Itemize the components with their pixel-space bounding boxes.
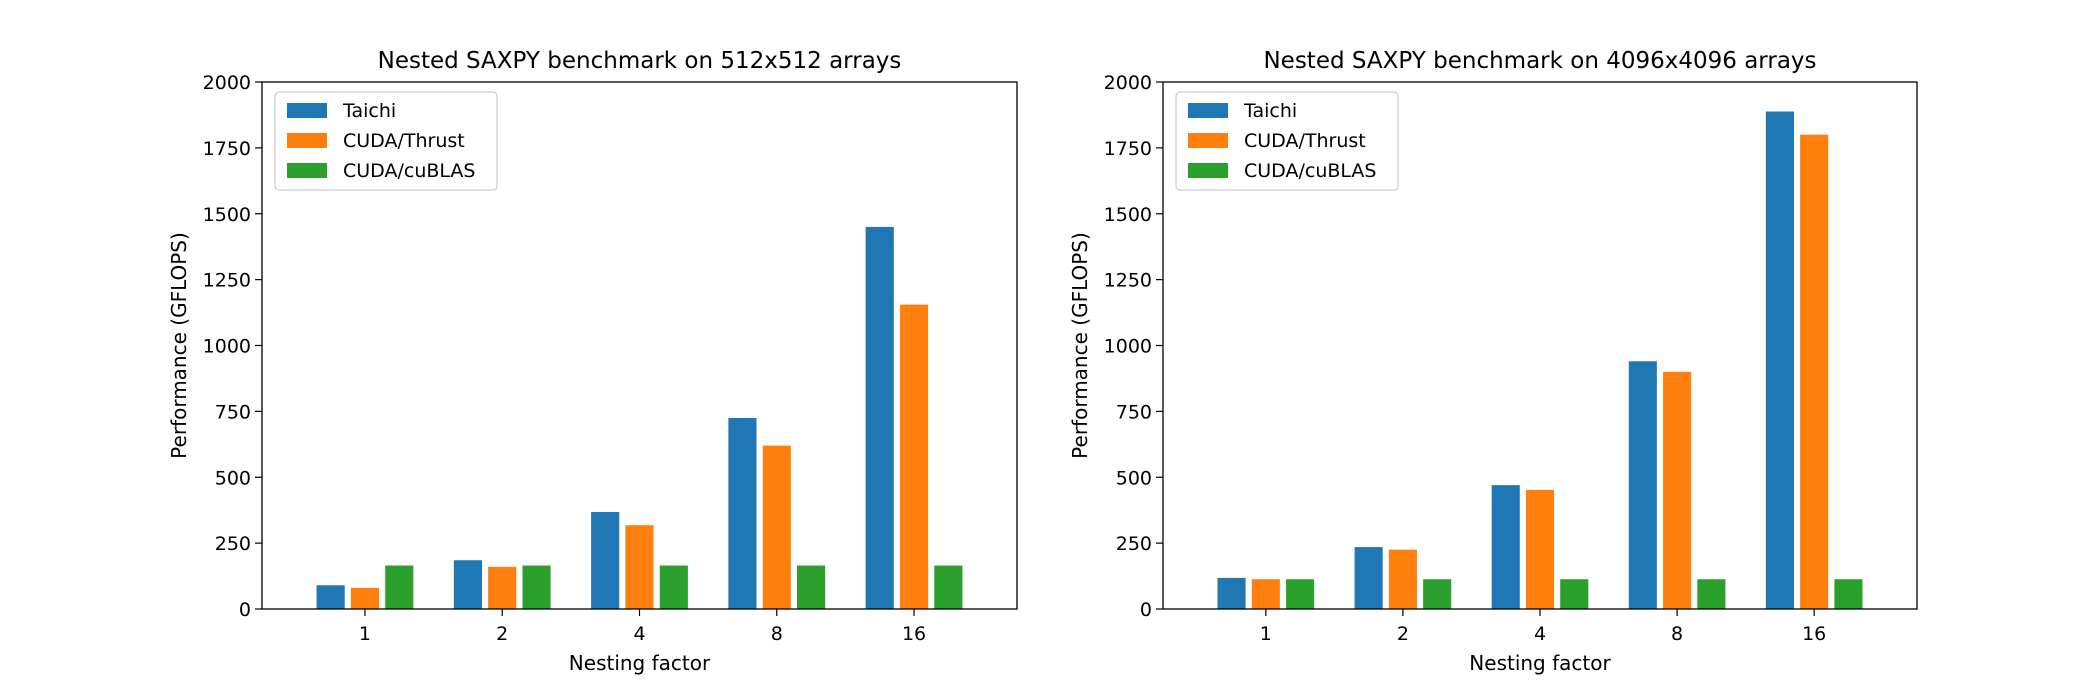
bar (1834, 579, 1863, 609)
bar (1765, 111, 1794, 609)
legend-swatch (287, 133, 327, 148)
x-axis-label: Nesting factor (569, 651, 711, 675)
legend-label: Taichi (342, 100, 396, 122)
bar (934, 565, 963, 609)
y-tick-label: 1250 (203, 270, 251, 292)
x-tick-label: 1 (1260, 623, 1272, 645)
y-tick-label: 250 (1116, 533, 1152, 555)
x-tick-label: 2 (496, 623, 508, 645)
x-tick-label: 2 (1397, 623, 1409, 645)
chart-panel-2: 0 250 500 750 1000 1250 1500 1750 2000 1 2 4 8 16 Nest… (1068, 48, 1918, 675)
bar (625, 525, 654, 609)
y-tick-label: 500 (1116, 467, 1152, 489)
y-tick-label: 1000 (203, 336, 251, 358)
bar (453, 560, 482, 609)
bar (797, 565, 826, 609)
bar (1491, 485, 1520, 609)
y-tick-label: 2000 (1104, 72, 1152, 94)
bar (1663, 371, 1692, 609)
bar (385, 565, 414, 609)
legend-swatch (1188, 103, 1228, 118)
y-axis-label: Performance (GFLOPS) (1068, 232, 1092, 459)
y-tick-label: 0 (1140, 599, 1152, 621)
legend-swatch (1188, 163, 1228, 178)
legend-label: CUDA/cuBLAS (1244, 160, 1376, 182)
y-tick-label: 2000 (203, 72, 251, 94)
bar (762, 445, 791, 609)
y-tick-label: 500 (215, 467, 251, 489)
bar (899, 304, 929, 609)
bar (1800, 134, 1829, 609)
y-tick-label: 750 (1116, 401, 1152, 423)
chart-title: Nested SAXPY benchmark on 4096x4096 arra… (1263, 48, 1816, 74)
bar (1525, 489, 1555, 609)
legend-label: CUDA/Thrust (343, 130, 465, 152)
y-tick-label: 250 (215, 533, 251, 555)
bar (316, 585, 345, 609)
bar (488, 566, 517, 609)
x-tick-label: 16 (1802, 623, 1826, 645)
bar (522, 565, 551, 609)
bar (1697, 579, 1726, 609)
legend-swatch (1188, 133, 1228, 148)
x-tick-label: 4 (1534, 623, 1546, 645)
legend-swatch (287, 103, 327, 118)
bar (1628, 361, 1657, 609)
x-tick-label: 16 (902, 623, 926, 645)
bar (350, 587, 380, 609)
x-tick-label: 1 (359, 623, 371, 645)
legend-box (1175, 91, 1399, 191)
bar (659, 565, 688, 609)
legend-label: CUDA/cuBLAS (343, 160, 475, 182)
legend-label: Taichi (1243, 100, 1297, 122)
bar (1251, 579, 1280, 609)
legend-swatch (287, 163, 327, 178)
bar (865, 226, 894, 609)
bar (1560, 579, 1589, 609)
y-tick-label: 0 (239, 599, 251, 621)
bar (591, 512, 620, 609)
y-tick-label: 1750 (1104, 138, 1152, 160)
bar (1388, 549, 1417, 609)
x-axis-label: Nesting factor (1469, 651, 1611, 675)
legend-box (274, 91, 498, 191)
chart-title: Nested SAXPY benchmark on 512x512 arrays (378, 48, 902, 74)
bar (1217, 577, 1246, 609)
y-axis-label: Performance (GFLOPS) (167, 232, 191, 459)
y-tick-label: 1500 (1104, 204, 1152, 226)
y-tick-label: 750 (215, 401, 251, 423)
bar (1423, 579, 1452, 609)
bar (1286, 579, 1315, 609)
legend-label: CUDA/Thrust (1244, 130, 1366, 152)
x-tick-label: 8 (1671, 623, 1683, 645)
y-tick-label: 1750 (203, 138, 251, 160)
x-tick-label: 8 (771, 623, 783, 645)
y-tick-label: 1000 (1104, 336, 1152, 358)
y-tick-label: 1500 (203, 204, 251, 226)
bar (728, 417, 757, 609)
chart-panel-1: 0 250 500 750 1000 1250 1500 1750 2000 1 2 4 8 16 Nest… (167, 48, 1018, 675)
bar (1354, 547, 1383, 609)
y-tick-label: 1250 (1104, 270, 1152, 292)
x-tick-label: 4 (633, 623, 645, 645)
